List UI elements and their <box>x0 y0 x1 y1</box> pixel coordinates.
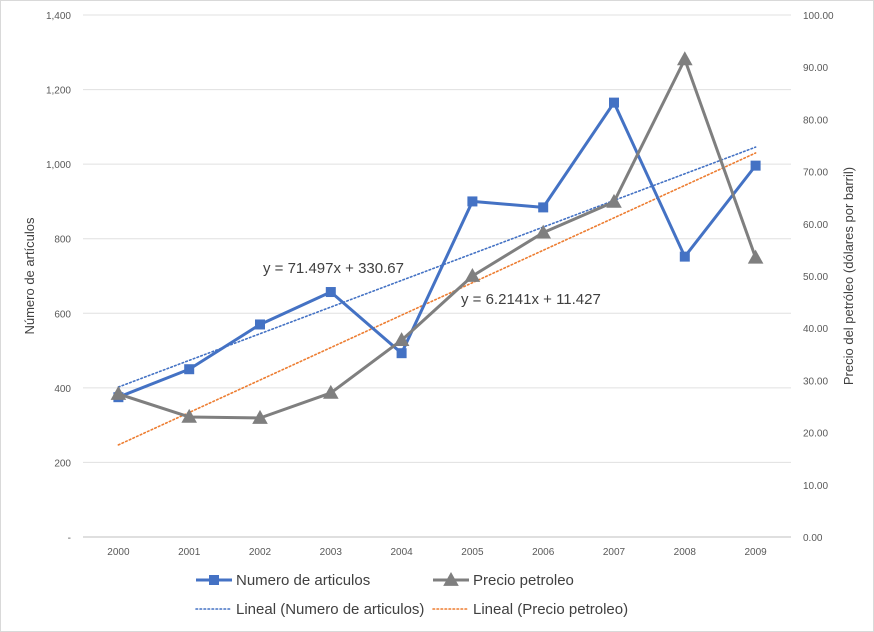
x-tick-label: 2001 <box>178 547 201 558</box>
legend-item-trendline: Lineal (Numero de articulos) <box>195 601 424 618</box>
left-tick-label: 1,200 <box>46 86 71 97</box>
right-tick-label: 80.00 <box>803 115 828 126</box>
petroleo-point <box>393 332 410 347</box>
series-line-petroleo <box>117 57 758 420</box>
petroleo-point <box>606 193 622 208</box>
x-tick-label: 2008 <box>674 547 697 558</box>
x-tick-label: 2006 <box>532 547 555 558</box>
left-tick-label: 600 <box>54 309 71 320</box>
legend-item-series: Numero de articulos <box>196 572 370 589</box>
x-tick-label: 2003 <box>320 547 343 558</box>
articulos-point <box>467 196 478 207</box>
left-tick-label: 200 <box>54 458 71 469</box>
x-axis-ticks: 2000 2001 2002 2003 2004 2005 2006 2007 2008 2009 <box>107 547 767 558</box>
right-tick-label: 100.00 <box>803 11 834 22</box>
x-tick-label: 2005 <box>461 547 484 558</box>
trendline-equation-articulos: y = 71.497x + 330.67 <box>263 260 404 277</box>
petroleo-point <box>464 267 481 282</box>
articulos-point <box>538 202 549 213</box>
left-tick-label: 1,400 <box>46 11 71 22</box>
left-axis-ticks: - 200 400 600 800 1,000 1,200 1,400 <box>46 11 71 544</box>
legend-label: Lineal (Numero de articulos) <box>236 601 424 618</box>
articulos-point <box>609 97 619 108</box>
legend-marker-triangle <box>443 571 459 586</box>
x-tick-label: 2009 <box>744 547 767 558</box>
series-layer <box>110 51 764 424</box>
series-line-articulos <box>117 101 757 399</box>
gridlines <box>83 14 791 538</box>
x-tick-label: 2002 <box>249 547 272 558</box>
articulos-point <box>750 160 761 171</box>
articulos-point <box>396 348 407 359</box>
articulos-point <box>325 287 336 298</box>
legend-label: Numero de articulos <box>236 572 370 589</box>
left-tick-label: - <box>68 533 71 544</box>
articulos-point <box>679 251 690 262</box>
x-tick-label: 2004 <box>390 547 413 558</box>
right-tick-label: 40.00 <box>803 324 828 335</box>
trendlines <box>117 146 757 446</box>
legend-marker-square <box>209 575 219 585</box>
legend-label: Precio petroleo <box>473 572 574 589</box>
trendline-petroleo <box>117 152 757 446</box>
right-axis-title: Precio del petróleo (dólares por barril) <box>841 167 856 385</box>
right-tick-label: 20.00 <box>803 429 828 440</box>
left-tick-label: 1,000 <box>46 160 71 171</box>
right-tick-label: 10.00 <box>803 481 828 492</box>
legend-item-series: Precio petroleo <box>433 571 574 589</box>
left-tick-label: 800 <box>54 235 71 246</box>
articulos-point <box>184 364 195 375</box>
right-axis-ticks: 0.00 10.00 20.00 30.00 40.00 50.00 60.00 70.00 8… <box>803 11 834 544</box>
left-tick-label: 400 <box>54 384 71 395</box>
right-tick-label: 30.00 <box>803 376 828 387</box>
petroleo-point <box>110 385 127 400</box>
trendline-equation-petroleo: y = 6.2141x + 11.427 <box>461 291 601 308</box>
petroleo-point <box>252 409 268 424</box>
petroleo-point <box>323 384 339 399</box>
petroleo-point <box>677 51 693 66</box>
right-tick-label: 60.00 <box>803 220 828 231</box>
right-tick-label: 90.00 <box>803 63 828 74</box>
trendline-articulos <box>117 146 757 388</box>
petroleo-point <box>181 408 197 423</box>
right-tick-label: 50.00 <box>803 272 828 283</box>
legend: Numero de articulos Precio petroleo Lineal… <box>195 571 628 618</box>
legend-item-trendline: Lineal (Precio petroleo) <box>432 601 628 618</box>
right-tick-label: 70.00 <box>803 168 828 179</box>
articulos-point <box>255 319 265 330</box>
left-axis-title: Número de artículos <box>22 217 37 335</box>
right-tick-label: 0.00 <box>803 533 823 544</box>
petroleo-point <box>535 224 551 239</box>
legend-label: Lineal (Precio petroleo) <box>473 601 628 618</box>
x-tick-label: 2007 <box>603 547 626 558</box>
x-tick-label: 2000 <box>107 547 130 558</box>
petroleo-point <box>747 249 764 264</box>
